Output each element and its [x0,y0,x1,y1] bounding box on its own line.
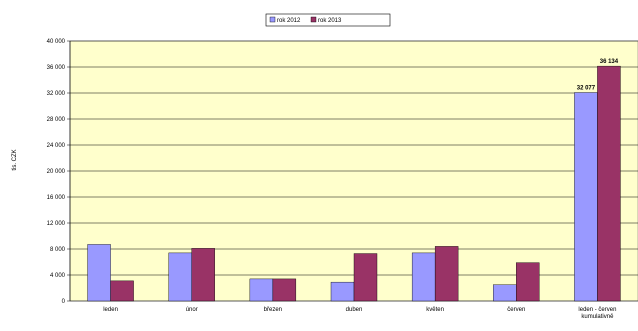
bar-2012 [411,252,436,302]
data-label: 36 134 [600,59,619,65]
bar-2012 [574,92,598,302]
y-tick-label: 4 000 [50,273,66,279]
y-tick-label: 8 000 [50,247,66,253]
category-label: duben [346,307,363,313]
y-tick-label: 16 000 [47,195,66,201]
legend-swatch-2012 [269,16,276,23]
y-axis-label: tis. CZK [12,149,18,170]
category-label: květen [426,307,444,313]
y-tick-label: 24 000 [47,143,66,149]
y-tick-label: 40 000 [47,39,66,45]
legend-label-2012: rok 2012 [277,18,301,24]
bar-2013 [272,278,297,302]
category-label: červen [507,307,525,313]
bar-2012 [493,284,517,302]
y-tick-label: 36 000 [47,65,66,71]
category-label: březen [264,307,282,313]
category-label: únor [186,307,198,313]
bar-2013 [597,65,621,302]
y-tick-label: 32 000 [47,91,66,97]
legend-box [265,13,391,27]
bars [87,65,621,302]
gridlines [70,40,638,302]
category-label: kumulativně [581,314,614,320]
y-tick-label: 12 000 [47,221,66,227]
bar-2013 [191,248,215,302]
bar-2012 [249,278,274,302]
bar-2013 [353,253,378,302]
legend: rok 2012 rok 2013 [265,13,391,27]
bar-2013 [434,246,459,302]
category-label: leden [103,307,118,313]
category-labels: leden únor březen duben květen červen leden - … [103,307,616,320]
y-tick-label: 28 000 [47,117,66,123]
y-axis-ticks: 0 4 000 8 000 12 000 16 000 20 000 24 000 28 00… [47,39,71,305]
bar-2012 [168,252,192,302]
bar-2013 [110,280,134,302]
legend-swatch-2013 [310,16,317,23]
y-tick-label: 0 [62,299,66,305]
data-labels: 32 077 36 134 [577,59,619,91]
y-tick-label: 20 000 [47,169,66,175]
bar-2012 [87,244,111,302]
category-label: leden - červen [578,307,616,313]
legend-label-2013: rok 2013 [318,18,342,24]
data-label: 32 077 [577,85,596,91]
bar-2013 [516,262,540,302]
bar-2012 [330,281,355,302]
